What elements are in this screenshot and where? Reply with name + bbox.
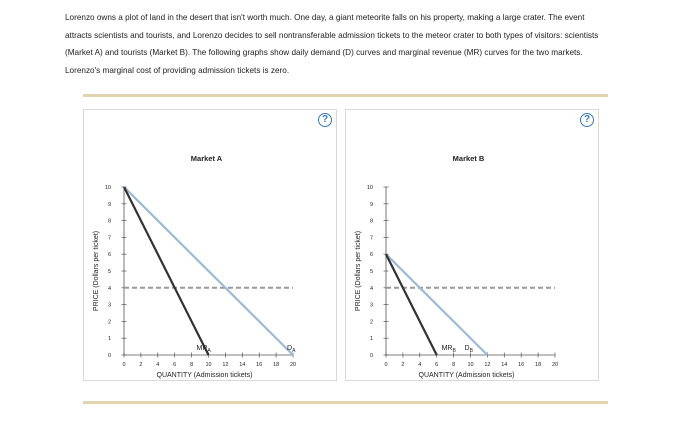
top-divider [83, 94, 608, 97]
x-tick-label: 14 [501, 362, 507, 368]
mr-curve [385, 253, 438, 356]
x-tick-label: 4 [156, 362, 159, 368]
demand-label: DA [287, 345, 296, 354]
x-axis-label: QUANTITY (Admission tickets) [419, 372, 515, 379]
label-subscript: B [470, 348, 474, 354]
x-tick-label: 12 [484, 362, 490, 368]
y-axis-label: PRICE (Dollars per ticket) [93, 231, 100, 311]
y-tick-label: 5 [108, 269, 111, 275]
mr-curve [123, 186, 210, 356]
x-tick-label: 0 [384, 362, 387, 368]
x-tick-label: 2 [401, 362, 404, 368]
label-subscript: A [292, 348, 296, 354]
y-axis-label: PRICE (Dollars per ticket) [355, 231, 362, 311]
y-tick-label: 4 [370, 286, 373, 292]
y-tick-label: 3 [108, 303, 111, 309]
y-tick-label: 6 [370, 252, 373, 258]
x-tick-label: 10 [205, 362, 211, 368]
problem-line: attracts scientists and tourists, and Lo… [65, 30, 599, 40]
y-tick-label: 1 [370, 336, 373, 342]
x-tick-label: 6 [173, 362, 176, 368]
x-tick-label: 18 [273, 362, 279, 368]
x-tick-label: 20 [552, 362, 558, 368]
y-tick-label: 2 [370, 319, 373, 325]
y-tick-label: 0 [370, 353, 373, 359]
y-tick-label: 7 [108, 235, 111, 241]
mr-label: MRA [197, 345, 212, 354]
problem-line: Lorenzo owns a plot of land in the deser… [65, 13, 585, 22]
y-tick-label: 9 [370, 202, 373, 208]
help-icon[interactable]: ? [580, 113, 594, 127]
x-tick-label: 4 [418, 362, 421, 368]
demand-label: DB [465, 345, 474, 354]
problem-line: Lorenzo's marginal cost of providing adm… [65, 65, 290, 75]
y-tick-label: 6 [108, 252, 111, 258]
label-subscript: A [207, 348, 211, 354]
y-tick-label: 7 [370, 235, 373, 241]
x-tick-label: 8 [190, 362, 193, 368]
help-icon[interactable]: ? [318, 113, 332, 127]
x-tick-label: 16 [518, 362, 524, 368]
y-tick-label: 8 [370, 219, 373, 225]
x-tick-label: 2 [139, 362, 142, 368]
demand-curve [385, 253, 489, 356]
bottom-divider [83, 401, 608, 404]
x-tick-label: 8 [452, 362, 455, 368]
y-tick-label: 3 [370, 303, 373, 309]
problem-text: Lorenzo owns a plot of land in the deser… [65, 9, 665, 79]
market-b-panel: ? Market B 0 1 2 3 4 5 6 7 8 9 10 0 2 4 6 8 10 12 14 16 18 20 Q… [345, 109, 599, 381]
x-tick-label: 0 [122, 362, 125, 368]
y-tick-label: 10 [105, 185, 111, 191]
y-tick-label: 2 [108, 319, 111, 325]
x-tick-label: 14 [239, 362, 245, 368]
y-tick-label: 1 [108, 336, 111, 342]
chart-title: Market A [191, 154, 223, 163]
y-tick-label: 5 [370, 269, 373, 275]
x-axis-label: QUANTITY (Admission tickets) [157, 372, 253, 379]
y-tick-label: 9 [108, 202, 111, 208]
x-tick-label: 6 [435, 362, 438, 368]
demand-curve [123, 186, 294, 356]
label-subscript: B [452, 348, 456, 354]
market-a-panel: ? Market A 0 1 2 3 4 5 6 7 8 9 10 0 2 4 6 8 10 12 14 16 18 20 Q… [83, 109, 337, 381]
y-tick-label: 8 [108, 219, 111, 225]
chart-title: Market B [453, 154, 485, 163]
x-tick-label: 10 [467, 362, 473, 368]
x-tick-label: 16 [256, 362, 262, 368]
x-tick-label: 20 [290, 362, 296, 368]
y-tick-label: 4 [108, 286, 111, 292]
x-tick-label: 12 [222, 362, 228, 368]
y-tick-label: 0 [108, 353, 111, 359]
mr-label: MRB [442, 345, 457, 354]
x-tick-label: 18 [535, 362, 541, 368]
problem-line: (Market A) and tourists (Market B). The … [65, 48, 583, 57]
y-tick-label: 10 [367, 185, 373, 191]
